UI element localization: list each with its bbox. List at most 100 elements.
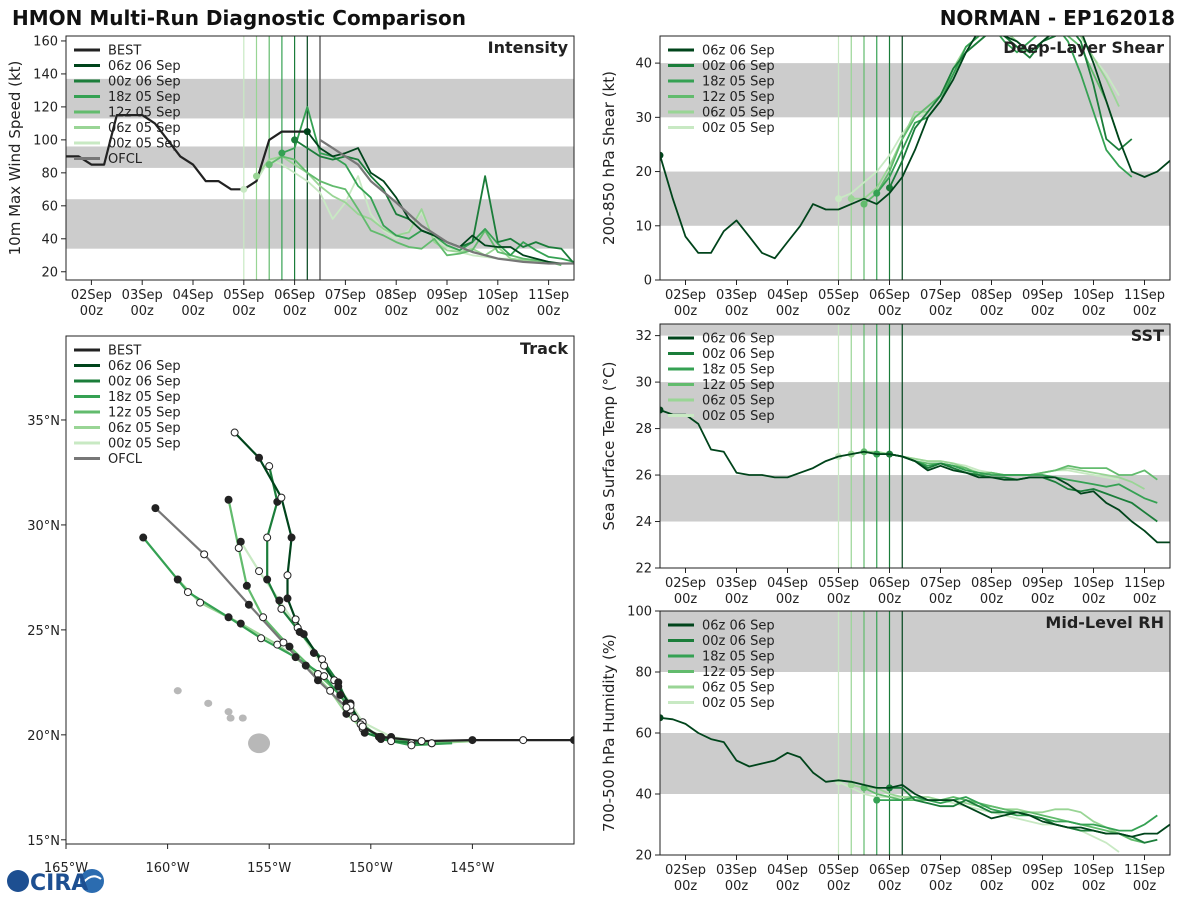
x-tick-date: 05Sep	[818, 576, 859, 591]
y-axis-label: 700-500 hPa Humidity (%)	[600, 634, 618, 832]
y-tick-label: 100	[33, 133, 58, 148]
init-marker-18z-05-sep	[873, 796, 881, 804]
x-tick-date: 09Sep	[1022, 576, 1063, 591]
legend-label-18z-05-sep: 18z 05 Sep	[108, 390, 181, 405]
x-tick-date: 08Sep	[971, 863, 1012, 878]
x-tick-date: 10Sep	[1073, 863, 1114, 878]
x-tick-date: 03Sep	[716, 576, 757, 591]
legend-label-06z-05-sep: 06z 05 Sep	[108, 121, 181, 136]
track-point-best	[570, 736, 574, 745]
x-tick-hour: 00z	[1082, 304, 1106, 319]
track-point-06z-06-sep	[287, 533, 296, 542]
legend-label-00z-06-sep: 00z 06 Sep	[702, 347, 775, 362]
x-tick-hour: 00z	[725, 879, 749, 894]
shear-panel: 01020304002Sep00z03Sep00z04Sep00z05Sep00…	[600, 35, 1171, 319]
lon-tick-label: 160°W	[146, 861, 190, 876]
track-point-18z-05-sep	[183, 588, 192, 597]
lon-tick-label: 145°W	[450, 861, 494, 876]
x-tick-date: 07Sep	[920, 863, 961, 878]
x-tick-hour: 00z	[1133, 879, 1157, 894]
sst-panel: 22242628303202Sep00z03Sep00z04Sep00z05Se…	[600, 323, 1171, 607]
y-tick-label: 0	[644, 274, 652, 289]
y-tick-label: 100	[627, 605, 652, 620]
series-line-18z-05-sep	[876, 36, 1133, 194]
lon-tick-label: 165°W	[44, 861, 88, 876]
init-marker-06z-05-sep	[253, 172, 260, 180]
island-shape	[248, 733, 271, 754]
track-point-06z-06-sep	[291, 615, 300, 624]
init-marker-06z-05-sep	[847, 195, 855, 203]
x-tick-hour: 00z	[1082, 879, 1106, 894]
x-tick-date: 03Sep	[716, 863, 757, 878]
track-point-12z-05-sep	[234, 544, 243, 553]
cira-logo: CIRA	[7, 869, 104, 896]
threshold-band	[660, 475, 1170, 522]
plot-area	[66, 36, 574, 280]
track-point-ofcl	[342, 703, 351, 712]
legend-label-00z-05-sep: 00z 05 Sep	[702, 696, 775, 711]
x-tick-date: 05Sep	[818, 288, 859, 303]
legend-label-best: BEST	[108, 344, 141, 359]
series-line-06z-06-sep	[660, 36, 1170, 260]
legend-label-12z-05-sep: 12z 05 Sep	[702, 665, 775, 680]
x-tick-date: 06Sep	[274, 288, 315, 303]
x-tick-date: 08Sep	[376, 288, 417, 303]
x-tick-hour: 00z	[980, 592, 1004, 607]
x-tick-hour: 00z	[131, 304, 155, 319]
x-tick-hour: 00z	[776, 592, 800, 607]
series-line-best	[66, 113, 308, 191]
legend-label-00z-06-sep: 00z 06 Sep	[108, 375, 181, 390]
y-tick-label: 160	[33, 34, 58, 49]
y-tick-label: 120	[33, 100, 58, 115]
x-tick-hour: 00z	[725, 592, 749, 607]
track-map-panel: 165°W 160°W 155°W 150°W 145°W 15°N 20°N 25°N 30°…	[27, 335, 575, 876]
y-tick-label: 20	[635, 165, 652, 180]
x-tick-date: 11Sep	[528, 288, 569, 303]
y-tick-label: 80	[41, 166, 58, 181]
track-line-18z-05-sep	[142, 536, 453, 747]
x-tick-date: 07Sep	[920, 576, 961, 591]
init-marker-18z-05-sep	[873, 189, 881, 197]
x-tick-date: 05Sep	[223, 288, 264, 303]
x-tick-hour: 00z	[878, 879, 902, 894]
x-tick-hour: 00z	[232, 304, 256, 319]
threshold-band	[660, 733, 1170, 794]
track-point-06z-05-sep	[236, 619, 245, 628]
lon-tick-label: 150°W	[349, 861, 393, 876]
x-tick-date: 09Sep	[1022, 288, 1063, 303]
init-marker-00z-05-sep	[240, 185, 248, 193]
legend-label-18z-05-sep: 18z 05 Sep	[702, 363, 775, 378]
x-tick-hour: 00z	[929, 592, 953, 607]
lat-tick-label: 35°N	[27, 414, 60, 429]
legend-label-06z-05-sep: 06z 05 Sep	[702, 681, 775, 696]
y-tick-label: 140	[33, 67, 58, 82]
x-tick-hour: 00z	[878, 592, 902, 607]
x-tick-date: 06Sep	[869, 576, 910, 591]
x-tick-hour: 00z	[776, 879, 800, 894]
lon-tick-label: 155°W	[247, 861, 291, 876]
island-shape	[204, 699, 213, 707]
track-point-06z-06-sep	[255, 453, 264, 462]
series-line-18z-05-sep	[876, 796, 1158, 832]
x-tick-hour: 00z	[776, 304, 800, 319]
track-point-best	[417, 737, 426, 746]
legend-label-ofcl: OFCL	[108, 152, 143, 167]
axes-frame	[659, 35, 1171, 281]
x-tick-hour: 00z	[435, 304, 459, 319]
y-tick-label: 40	[635, 788, 652, 803]
x-tick-date: 09Sep	[1022, 863, 1063, 878]
legend-label-06z-05-sep: 06z 05 Sep	[108, 421, 181, 436]
series-line-00z-06-sep	[888, 36, 1133, 189]
island-shape	[238, 714, 247, 722]
x-tick-date: 10Sep	[477, 288, 518, 303]
y-axis-label: Sea Surface Temp (°C)	[600, 361, 618, 530]
rh-panel: 2040608010002Sep00z03Sep00z04Sep00z05Sep…	[600, 605, 1171, 894]
legend-label-00z-05-sep: 00z 05 Sep	[702, 409, 775, 424]
y-tick-label: 20	[41, 265, 58, 280]
legend-label-12z-05-sep: 12z 05 Sep	[108, 406, 181, 421]
y-tick-label: 60	[41, 199, 58, 214]
y-tick-label: 26	[635, 469, 652, 484]
legend-label-06z-06-sep: 06z 06 Sep	[702, 619, 775, 634]
series-line-06z-06-sep	[660, 409, 1170, 544]
y-tick-label: 60	[635, 727, 652, 742]
